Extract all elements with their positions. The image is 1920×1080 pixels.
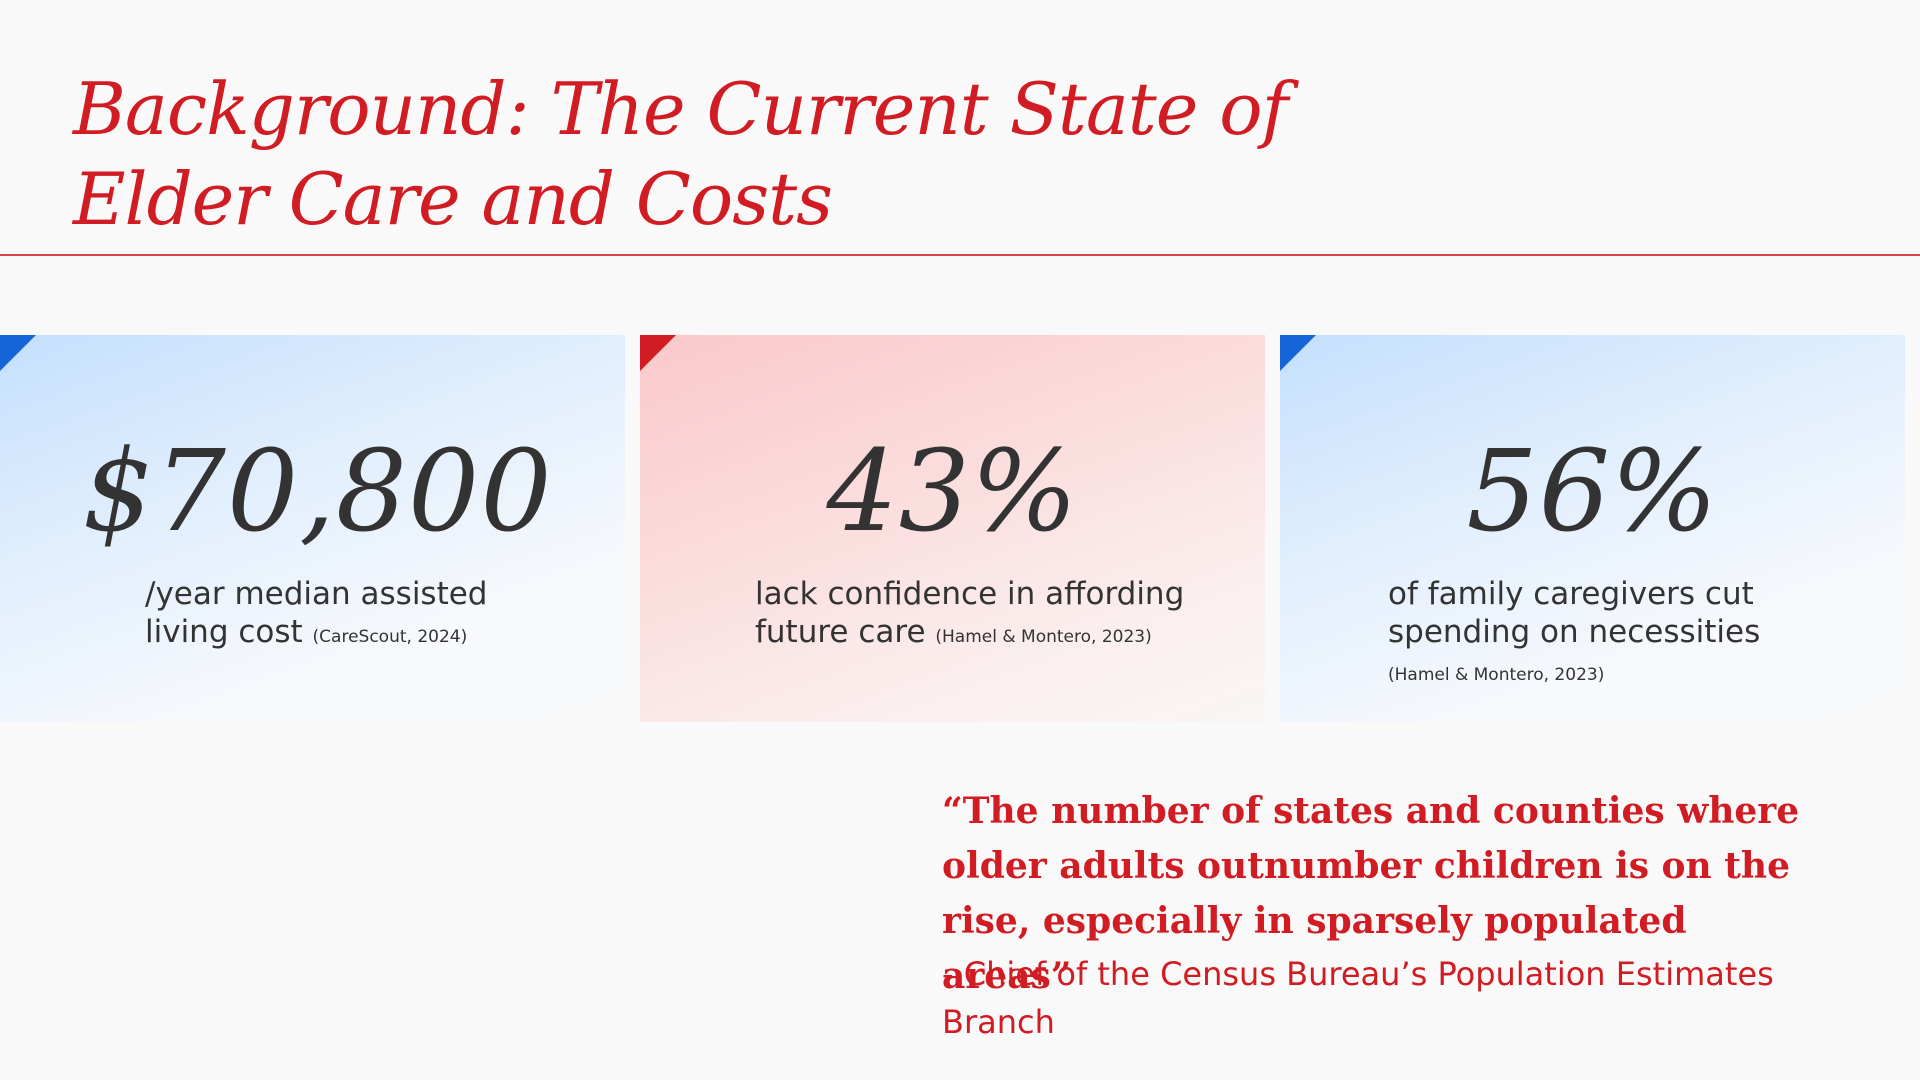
- stat-description: lack confidence in affording future care…: [755, 575, 1185, 651]
- corner-accent: [640, 335, 676, 371]
- stat-value: $70,800: [82, 427, 553, 557]
- corner-accent: [1280, 335, 1316, 371]
- stat-description-text: lack confidence in affording future care: [755, 576, 1185, 650]
- stat-card-assisted-living-cost: $70,800 /year median assisted living cos…: [0, 335, 625, 722]
- stat-card-future-care-confidence: 43% lack confidence in affording future …: [640, 335, 1265, 722]
- stat-citation: (Hamel & Montero, 2023): [935, 627, 1152, 647]
- stat-citation: (Hamel & Montero, 2023): [1388, 665, 1605, 685]
- slide-title: Background: The Current State of Elder C…: [73, 64, 1373, 244]
- stat-value: 43%: [826, 427, 1079, 557]
- slide-title-line-1: Background: The Current State of: [73, 67, 1288, 151]
- stat-description-text: /year median assisted living cost: [145, 576, 488, 650]
- stat-description-text: of family caregivers cut spending on nec…: [1388, 576, 1761, 650]
- title-divider: [0, 254, 1920, 256]
- stat-card-caregiver-spending: 56% of family caregivers cut spending on…: [1280, 335, 1905, 722]
- slide-title-line-2: Elder Care and Costs: [73, 157, 833, 241]
- stat-description: of family caregivers cut spending on nec…: [1388, 575, 1788, 689]
- stat-citation: (CareScout, 2024): [312, 627, 468, 647]
- quote-attribution: - Chief of the Census Bureau’s Populatio…: [942, 955, 1774, 1041]
- census-quote: “The number of states and counties where…: [942, 790, 1800, 997]
- stat-value: 56%: [1466, 427, 1719, 557]
- corner-accent: [0, 335, 36, 371]
- stat-description: /year median assisted living cost (CareS…: [145, 575, 515, 651]
